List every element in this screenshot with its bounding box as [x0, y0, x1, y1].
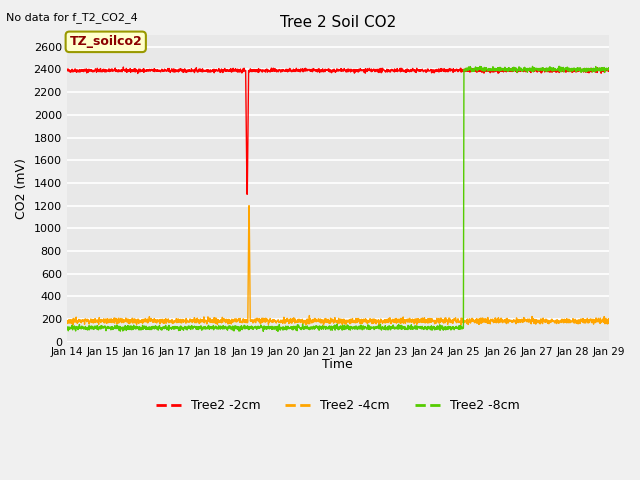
Text: TZ_soilco2: TZ_soilco2: [69, 36, 142, 48]
X-axis label: Time: Time: [323, 358, 353, 371]
Title: Tree 2 Soil CO2: Tree 2 Soil CO2: [280, 15, 396, 30]
Text: No data for f_T2_CO2_4: No data for f_T2_CO2_4: [6, 12, 138, 23]
Y-axis label: CO2 (mV): CO2 (mV): [15, 158, 28, 219]
Legend: Tree2 -2cm, Tree2 -4cm, Tree2 -8cm: Tree2 -2cm, Tree2 -4cm, Tree2 -8cm: [150, 394, 525, 417]
